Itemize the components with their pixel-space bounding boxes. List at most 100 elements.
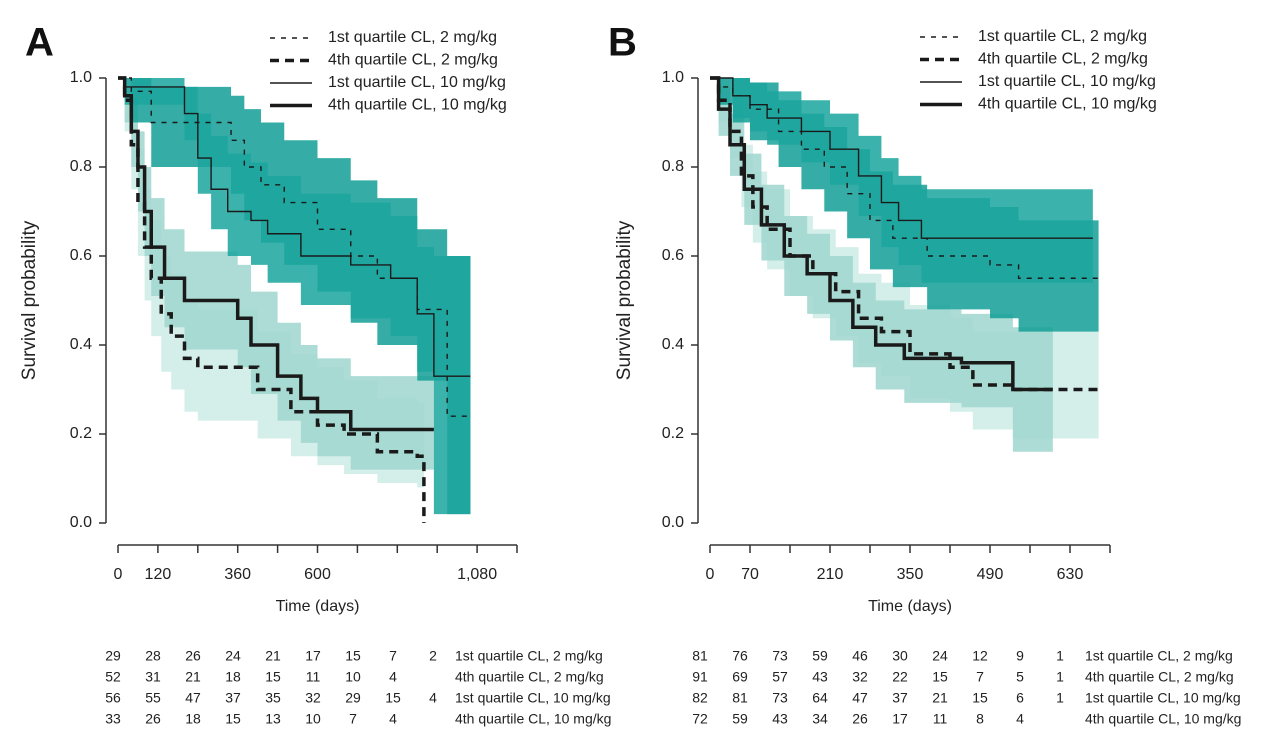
risk-count: 8 [976, 711, 984, 727]
risk-count: 12 [972, 648, 988, 664]
x-tick-label: 210 [817, 566, 844, 583]
risk-count: 26 [852, 711, 868, 727]
risk-count: 82 [692, 690, 708, 706]
risk-count: 24 [932, 648, 948, 664]
risk-count: 2 [429, 648, 437, 664]
risk-count: 21 [932, 690, 948, 706]
survival-curve [118, 76, 434, 432]
risk-count: 91 [692, 669, 708, 685]
risk-count: 10 [305, 711, 321, 727]
risk-count: 35 [265, 690, 281, 706]
risk-count: 73 [772, 648, 788, 664]
risk-count: 59 [732, 711, 748, 727]
risk-count: 4 [429, 690, 437, 706]
legend-label: 1st quartile CL, 10 mg/kg [328, 74, 506, 91]
x-tick-label: 1,080 [457, 566, 497, 583]
risk-count: 22 [892, 669, 908, 685]
risk-count: 26 [185, 648, 201, 664]
risk-count: 7 [349, 711, 357, 727]
legend-label: 4th quartile CL, 2 mg/kg [328, 52, 498, 69]
legend-label: 4th quartile CL, 10 mg/kg [328, 97, 507, 114]
risk-count: 37 [892, 690, 908, 706]
risk-count: 28 [145, 648, 161, 664]
risk-row-label: 1st quartile CL, 2 mg/kg [455, 648, 603, 664]
risk-count: 15 [385, 690, 401, 706]
risk-count: 4 [389, 669, 397, 685]
risk-count: 32 [852, 669, 868, 685]
y-tick-label: 0.8 [662, 158, 684, 175]
risk-count: 32 [305, 690, 321, 706]
risk-count: 69 [732, 669, 748, 685]
risk-count: 29 [345, 690, 361, 706]
confidence-band [710, 78, 1053, 452]
risk-row-label: 1st quartile CL, 2 mg/kg [1085, 648, 1233, 664]
risk-count: 21 [185, 669, 201, 685]
risk-count: 9 [1016, 648, 1024, 664]
risk-count: 11 [306, 669, 321, 685]
legend-label: 1st quartile CL, 2 mg/kg [328, 29, 497, 46]
x-tick-label: 0 [114, 566, 123, 583]
risk-count: 46 [852, 648, 868, 664]
risk-count: 7 [389, 648, 397, 664]
risk-count: 15 [345, 648, 361, 664]
y-tick-label: 1.0 [70, 69, 92, 86]
y-tick-label: 0.4 [70, 336, 92, 353]
risk-count: 34 [812, 711, 828, 727]
risk-count: 17 [305, 648, 321, 664]
x-tick-label: 350 [897, 566, 924, 583]
x-tick-label: 70 [741, 566, 759, 583]
risk-count: 10 [345, 669, 361, 685]
survival-curve [118, 77, 471, 377]
risk-count: 47 [185, 690, 201, 706]
risk-row-label: 1st quartile CL, 10 mg/kg [1085, 690, 1241, 706]
risk-count: 15 [225, 711, 241, 727]
risk-row-label: 4th quartile CL, 2 mg/kg [1085, 669, 1234, 685]
y-tick-label: 0.2 [70, 425, 92, 442]
x-axis-title: Time (days) [276, 598, 360, 615]
x-tick-label: 120 [145, 566, 172, 583]
risk-count: 17 [892, 711, 908, 727]
x-tick-label: 360 [224, 566, 251, 583]
risk-count: 4 [1016, 711, 1024, 727]
risk-count: 18 [225, 669, 241, 685]
risk-count: 33 [105, 711, 121, 727]
risk-count: 13 [265, 711, 281, 727]
risk-row-label: 1st quartile CL, 10 mg/kg [455, 690, 611, 706]
panel-label: B [608, 21, 637, 65]
risk-count: 5 [1016, 669, 1024, 685]
risk-count: 52 [105, 669, 121, 685]
confidence-band [118, 78, 471, 515]
y-tick-label: 1.0 [662, 69, 684, 86]
risk-count: 6 [1016, 690, 1024, 706]
risk-count: 47 [852, 690, 868, 706]
risk-count: 1 [1056, 669, 1064, 685]
risk-count: 21 [265, 648, 281, 664]
confidence-band [710, 78, 1093, 283]
risk-count: 57 [772, 669, 788, 685]
risk-count: 76 [732, 648, 748, 664]
legend-label: 1st quartile CL, 2 mg/kg [978, 28, 1147, 45]
risk-count: 73 [772, 690, 788, 706]
risk-count: 4 [389, 711, 397, 727]
x-tick-label: 600 [304, 566, 331, 583]
x-tick-label: 490 [977, 566, 1004, 583]
risk-count: 55 [145, 690, 161, 706]
risk-count: 1 [1056, 648, 1064, 664]
y-tick-label: 0.0 [70, 514, 92, 531]
risk-count: 81 [732, 690, 748, 706]
x-tick-label: 630 [1057, 566, 1084, 583]
legend-label: 4th quartile CL, 2 mg/kg [978, 51, 1148, 68]
risk-count: 43 [812, 669, 828, 685]
risk-count: 64 [812, 690, 828, 706]
risk-count: 15 [932, 669, 948, 685]
legend-label: 4th quartile CL, 10 mg/kg [978, 96, 1157, 113]
risk-count: 81 [692, 648, 708, 664]
y-tick-label: 0.8 [70, 158, 92, 175]
y-tick-label: 0.6 [70, 247, 92, 264]
risk-row-label: 4th quartile CL, 2 mg/kg [455, 669, 604, 685]
survival-curve [710, 76, 1053, 392]
risk-count: 11 [933, 711, 948, 727]
risk-count: 31 [145, 669, 161, 685]
risk-count: 43 [772, 711, 788, 727]
